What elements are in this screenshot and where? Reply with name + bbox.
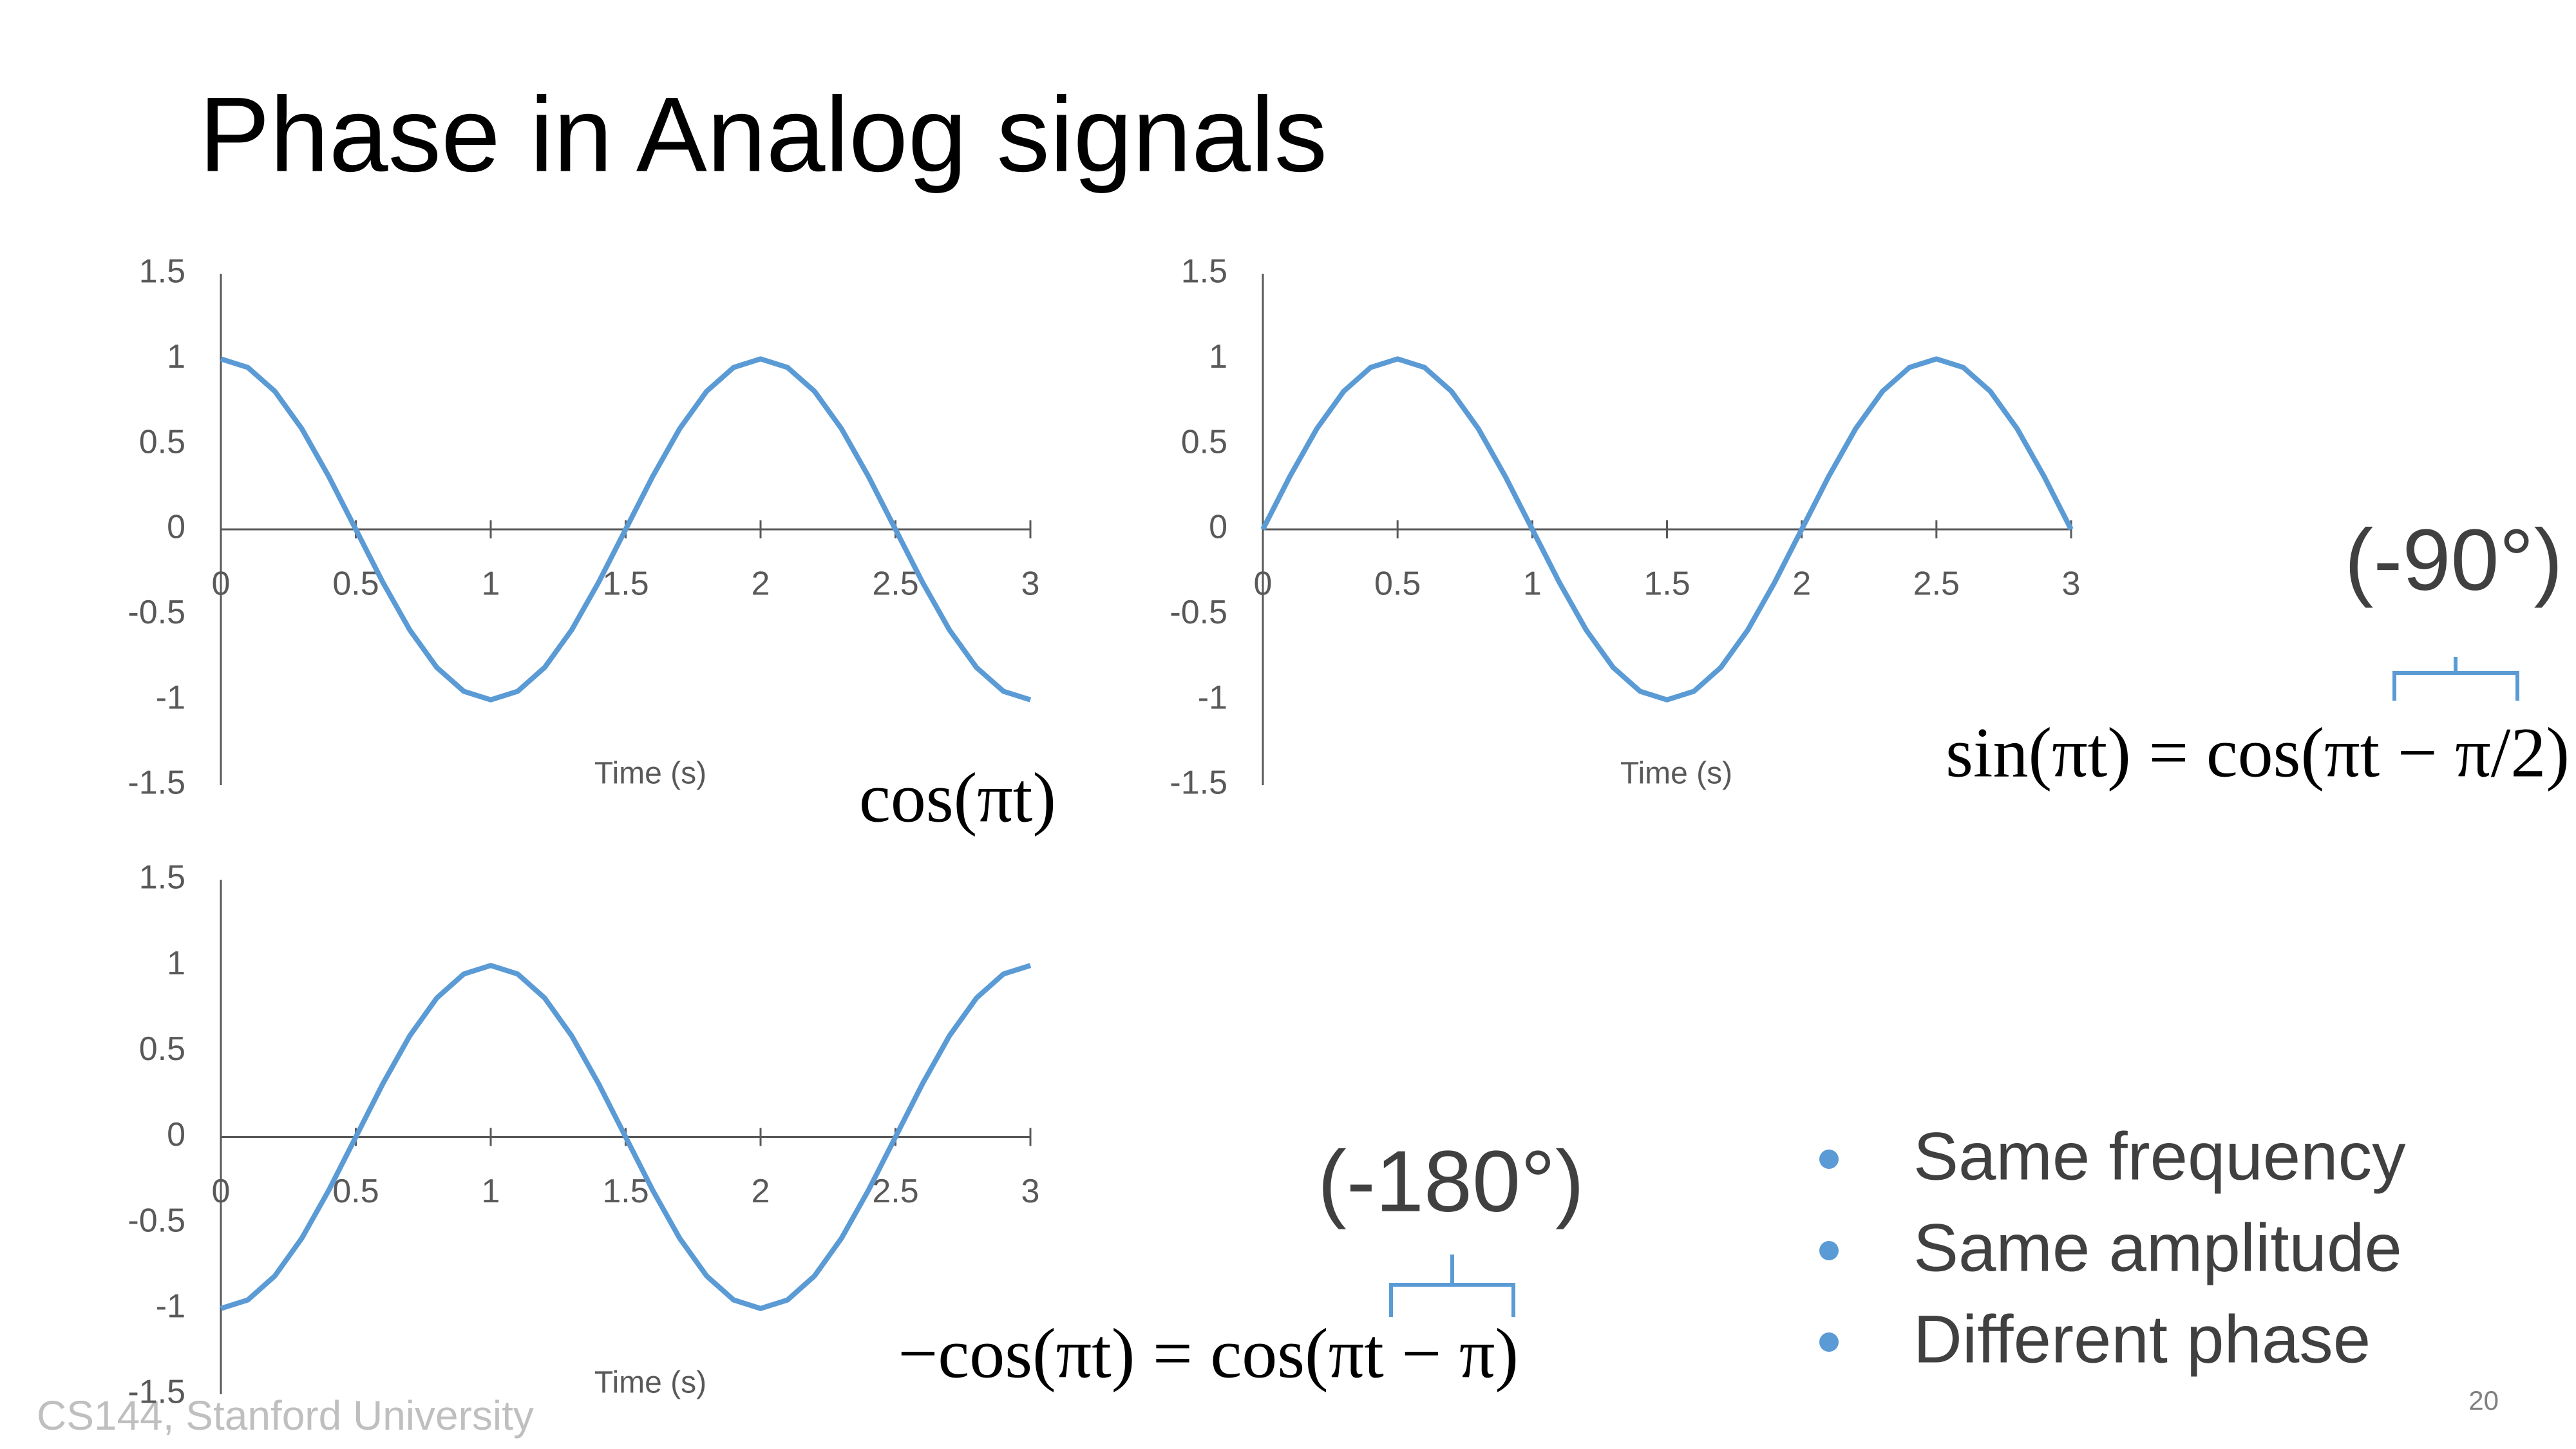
y-tick-label: 0 xyxy=(167,1116,185,1153)
y-tick-label: 1 xyxy=(167,945,185,982)
formula: −cos(πt) = cos(πt − π) xyxy=(898,1314,1519,1392)
y-tick-label: -1.5 xyxy=(128,764,185,802)
y-tick-label: 1.5 xyxy=(1181,253,1227,290)
x-tick-label: 1.5 xyxy=(602,565,649,603)
line-series xyxy=(220,356,1032,703)
y-tick-label: 0 xyxy=(167,509,185,546)
x-axis-title: Time (s) xyxy=(594,1366,706,1400)
footer: CS144, Stanford University xyxy=(37,1392,534,1439)
y-tick-label: 1.5 xyxy=(139,253,185,290)
y-tick-label: -1 xyxy=(156,1288,185,1325)
x-tick-label: 1 xyxy=(482,1173,500,1210)
bullet-text: Same amplitude xyxy=(1913,1211,2402,1286)
x-tick-label: 3 xyxy=(1021,1173,1040,1210)
y-tick-label: -0.5 xyxy=(1170,594,1227,631)
formula: sin(πt) = cos(πt − π/2) xyxy=(1946,713,2570,791)
y-tick-label: 0.5 xyxy=(139,1030,185,1068)
x-tick-label: 3 xyxy=(1021,565,1040,603)
line-series xyxy=(220,963,1032,1311)
y-tick-label: 0.5 xyxy=(139,423,185,460)
y-tick-label: -0.5 xyxy=(128,594,185,631)
x-tick-label: 1.5 xyxy=(602,1173,649,1210)
x-tick-label: 2 xyxy=(752,565,770,603)
bullet-text: Different phase xyxy=(1913,1302,2371,1378)
y-tick-label: 1 xyxy=(167,338,185,375)
x-tick-label: 1.5 xyxy=(1643,565,1690,603)
y-tick-label: 1 xyxy=(1209,338,1227,375)
x-tick-label: 0 xyxy=(1254,565,1273,603)
phase-label: (-180°) xyxy=(1318,1133,1584,1230)
y-tick-label: -0.5 xyxy=(128,1202,185,1239)
y-tick-label: -1.5 xyxy=(128,1374,185,1411)
x-tick-label: 0 xyxy=(212,1173,231,1210)
brace xyxy=(1389,1255,1515,1317)
x-tick-label: 2.5 xyxy=(1913,565,1960,603)
x-tick-label: 1 xyxy=(482,565,500,603)
slide-title: Phase in Analog signals xyxy=(199,75,1327,194)
page-number: 20 xyxy=(2468,1385,2499,1416)
bullet-text: Same frequency xyxy=(1913,1119,2406,1195)
y-tick-label: -1.5 xyxy=(1170,764,1227,802)
x-tick-label: 2 xyxy=(1792,565,1811,603)
phase-label: (-90°) xyxy=(2344,511,2562,609)
x-tick-label: 1 xyxy=(1523,565,1542,603)
y-tick-label: 0.5 xyxy=(1181,423,1227,460)
y-tick-label: -1 xyxy=(156,679,185,716)
x-axis-title: Time (s) xyxy=(594,757,706,791)
x-tick-label: 0.5 xyxy=(1374,565,1421,603)
y-tick-label: 0 xyxy=(1209,509,1227,546)
x-tick-label: 2 xyxy=(752,1173,770,1210)
formula: cos(πt) xyxy=(859,758,1056,837)
x-tick-label: 0 xyxy=(212,565,231,603)
y-tick-label: 1.5 xyxy=(139,859,185,896)
x-tick-label: 3 xyxy=(2062,565,2081,603)
bullet-dot xyxy=(1819,1332,1839,1352)
bullet-dot xyxy=(1819,1241,1839,1260)
x-axis-title: Time (s) xyxy=(1620,757,1732,791)
x-tick-label: 2.5 xyxy=(872,1173,918,1210)
x-tick-label: 2.5 xyxy=(872,565,918,603)
brace xyxy=(2392,657,2519,701)
bullet-dot xyxy=(1819,1150,1839,1169)
x-tick-label: 0.5 xyxy=(332,565,379,603)
y-tick-label: -1 xyxy=(1198,679,1227,716)
line-series xyxy=(1260,356,2074,703)
x-tick-label: 0.5 xyxy=(332,1173,379,1210)
